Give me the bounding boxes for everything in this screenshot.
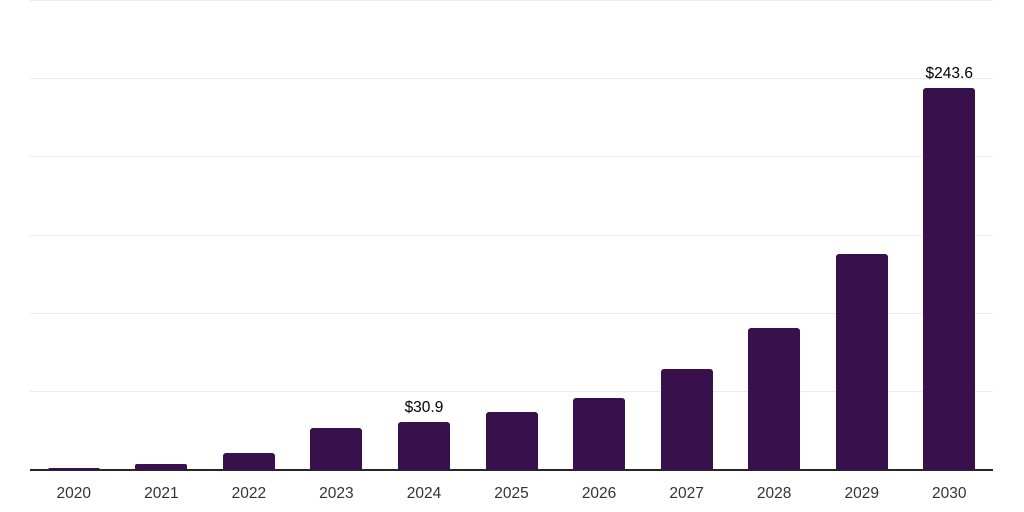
gridline-100 <box>30 312 993 314</box>
bar-slot-2022 <box>205 0 293 470</box>
x-tick-2022: 2022 <box>231 485 267 502</box>
x-tick-2027: 2027 <box>669 485 704 502</box>
bar-2022 <box>222 453 275 470</box>
x-tick-2021: 2021 <box>144 485 179 502</box>
bar-slot-2027 <box>643 0 731 470</box>
bar-2030 <box>923 88 976 470</box>
gridline-250 <box>30 77 993 79</box>
x-tick-2030: 2030 <box>932 485 967 502</box>
bar-slot-2028 <box>730 0 818 470</box>
bar-slot-2021 <box>118 0 206 470</box>
gridline-50 <box>30 391 993 393</box>
bar-slot-2029 <box>818 0 906 470</box>
bar-slot-2030: $243.6 <box>905 0 993 470</box>
x-tick-2025: 2025 <box>494 485 529 502</box>
x-tick-2026: 2026 <box>581 485 617 502</box>
bar-2025 <box>485 411 538 470</box>
x-tick-2029: 2029 <box>844 485 879 502</box>
bar-2021 <box>135 464 188 470</box>
bar-2023 <box>310 427 363 470</box>
value-label-2024: $30.9 <box>404 398 444 416</box>
gridline-200 <box>30 156 993 158</box>
bar-slot-2024: $30.9 <box>380 0 468 470</box>
x-tick-2023: 2023 <box>319 485 354 502</box>
bar-2026 <box>573 397 626 470</box>
bar-2020 <box>47 467 100 470</box>
value-label-2030: $243.6 <box>925 65 973 83</box>
x-axis-line <box>30 469 993 471</box>
bar-2027 <box>660 368 713 470</box>
x-tick-2028: 2028 <box>756 485 792 502</box>
bar-slot-2020 <box>30 0 118 470</box>
bar-2029 <box>835 253 888 470</box>
plot-area: $30.9 $243.6 <box>30 0 993 471</box>
x-axis-labels: 2020 2021 2022 2023 2024 2025 2026 2027 2028 2029… <box>30 471 993 503</box>
bar-slot-2025 <box>468 0 556 470</box>
bar-slot-2026 <box>555 0 643 470</box>
x-tick-2024: 2024 <box>406 485 442 502</box>
x-tick-2020: 2020 <box>56 485 92 502</box>
bar-slot-2023 <box>293 0 381 470</box>
bars: $30.9 $243.6 <box>30 0 993 470</box>
gridline-150 <box>30 234 993 236</box>
bar-2024 <box>397 421 450 470</box>
bar-2028 <box>748 327 801 470</box>
gridline-300 <box>30 0 993 1</box>
